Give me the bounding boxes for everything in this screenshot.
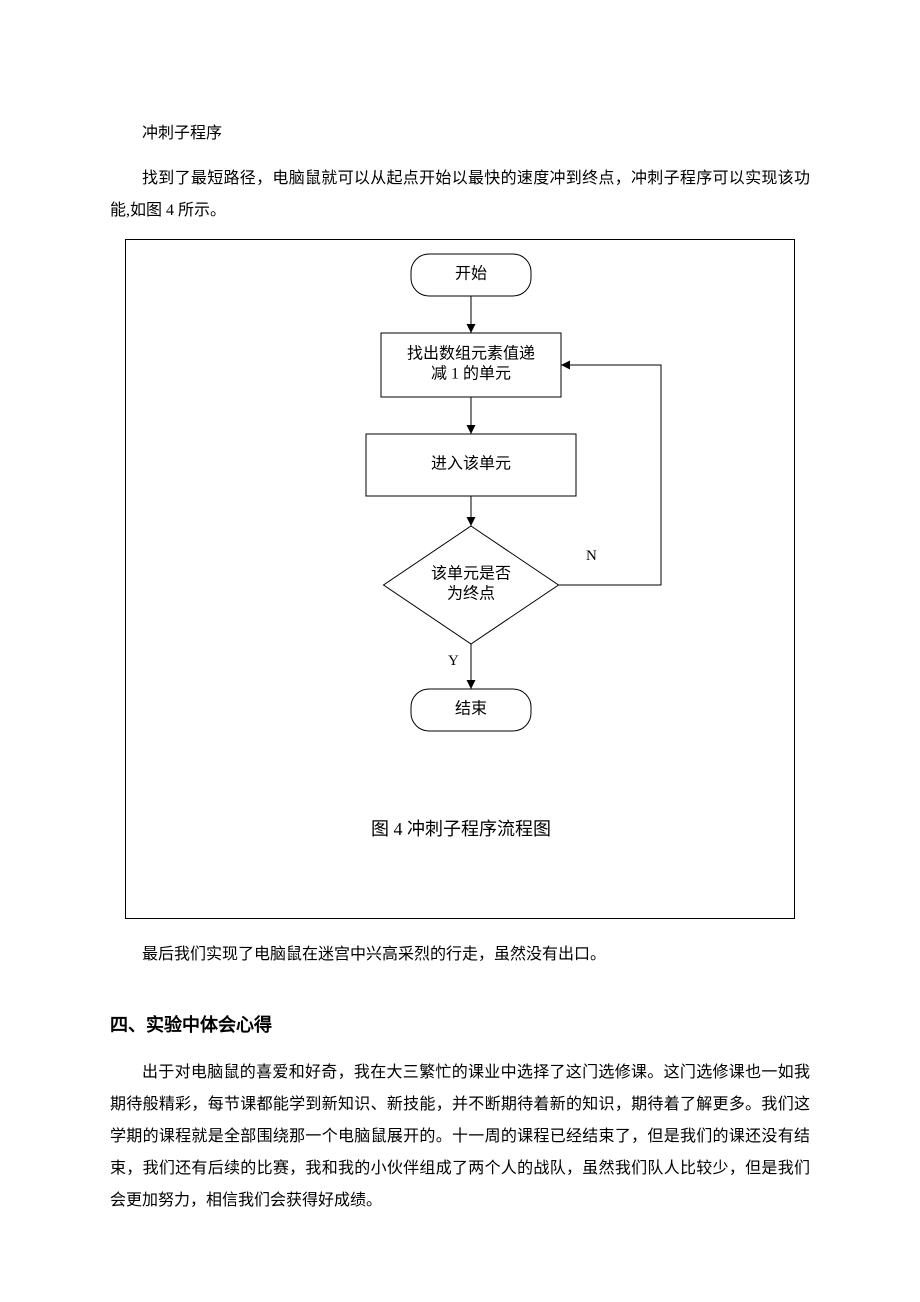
svg-text:图 4 冲刺子程序流程图: 图 4 冲刺子程序流程图 xyxy=(371,819,551,839)
intro-title: 冲刺子程序 xyxy=(142,120,810,149)
conclusion-text: 最后我们实现了电脑鼠在迷宫中兴高采烈的行走，虽然没有出口。 xyxy=(110,939,810,971)
section-body: 出于对电脑鼠的喜爱和好奇，我在大三繁忙的课业中选择了这门选修课。这门选修课也一如… xyxy=(110,1057,810,1217)
svg-text:该单元是否: 该单元是否 xyxy=(431,564,511,582)
flowchart-svg: Y N 开始找出数组元素值递减 1 的单元进入该单元该单元是否为终点结束图 4 冲刺… xyxy=(126,240,796,920)
intro-body: 找到了最短路径，电脑鼠就可以从起点开始以最快的速度冲到终点，冲刺子程序可以实现该… xyxy=(110,163,810,227)
svg-text:N: N xyxy=(586,548,597,564)
svg-text:开始: 开始 xyxy=(455,264,487,282)
svg-text:找出数组元素值递: 找出数组元素值递 xyxy=(407,344,535,362)
svg-text:结束: 结束 xyxy=(455,699,487,717)
section-heading: 四、实验中体会心得 xyxy=(110,1011,810,1037)
svg-text:进入该单元: 进入该单元 xyxy=(431,454,511,472)
svg-text:减 1 的单元: 减 1 的单元 xyxy=(431,364,511,382)
svg-text:为终点: 为终点 xyxy=(447,584,495,602)
svg-text:Y: Y xyxy=(448,653,459,669)
flowchart-figure: Y N 开始找出数组元素值递减 1 的单元进入该单元该单元是否为终点结束图 4 冲刺… xyxy=(125,239,795,919)
